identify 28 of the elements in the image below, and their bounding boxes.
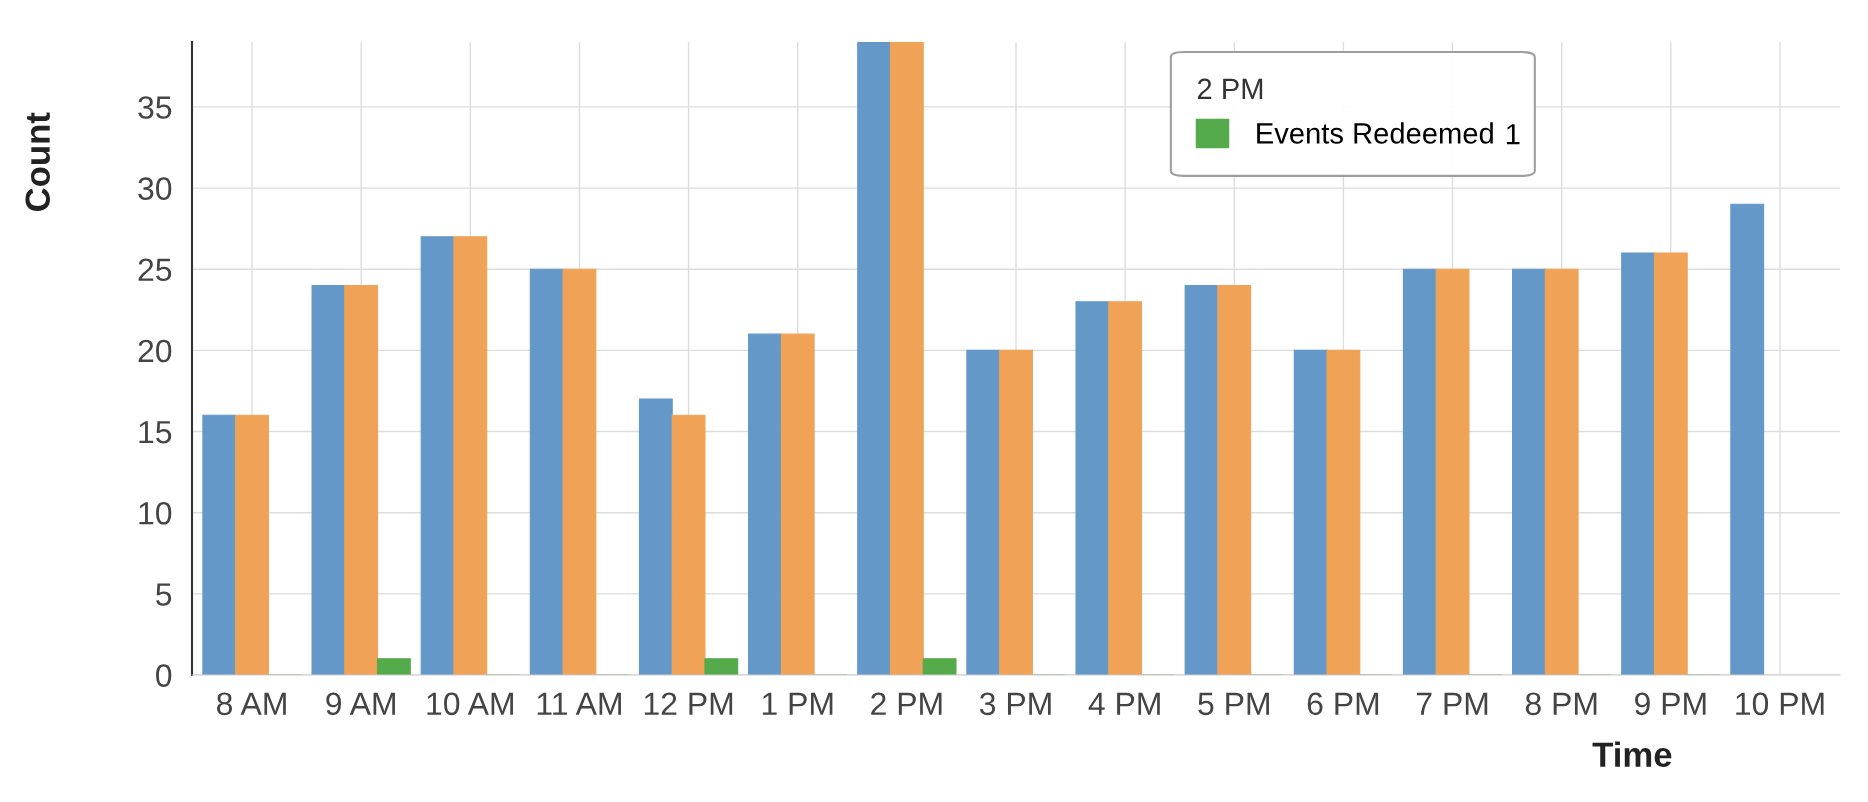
y-axis-title: Count xyxy=(25,112,50,211)
annotation: 1 xyxy=(1506,124,1520,145)
x-tick-label: 11 AM xyxy=(537,692,621,715)
x-tick-label: 8 AM xyxy=(217,692,286,716)
legend-label: Events Redeemed xyxy=(1257,122,1493,144)
x-tick-label: 5 PM xyxy=(1198,692,1269,716)
x-tick-label: 10 PM xyxy=(1736,692,1824,716)
x-axis-title: Time xyxy=(1592,741,1672,767)
x-tick-label: 4 PM xyxy=(1088,692,1160,715)
x-tick-label: 10 AM xyxy=(427,692,513,716)
x-tick-label: 1 PM xyxy=(762,692,833,715)
y-tick-label: 10 xyxy=(139,501,172,525)
y-tick-label: 15 xyxy=(139,421,172,444)
y-tick-label: 35 xyxy=(138,96,172,119)
x-tick-label: 2 PM xyxy=(871,692,942,715)
y-tick-label: 20 xyxy=(138,339,172,363)
y-tick-label: 30 xyxy=(138,177,172,200)
x-tick-label: 3 PM xyxy=(979,692,1051,716)
x-tick-label: 7 PM xyxy=(1416,692,1488,715)
x-tick-label: 9 AM xyxy=(326,692,395,716)
x-tick-label: 9 PM xyxy=(1635,692,1706,716)
y-tick-label: 25 xyxy=(138,258,172,282)
x-tick-label: 6 PM xyxy=(1307,692,1379,716)
legend-title: 2 PM xyxy=(1197,78,1263,99)
x-tick-label: 12 PM xyxy=(644,692,733,715)
y-tick-label: 0 xyxy=(156,664,172,687)
x-tick-label: 8 PM xyxy=(1525,692,1597,716)
y-tick-label: 5 xyxy=(156,583,172,606)
